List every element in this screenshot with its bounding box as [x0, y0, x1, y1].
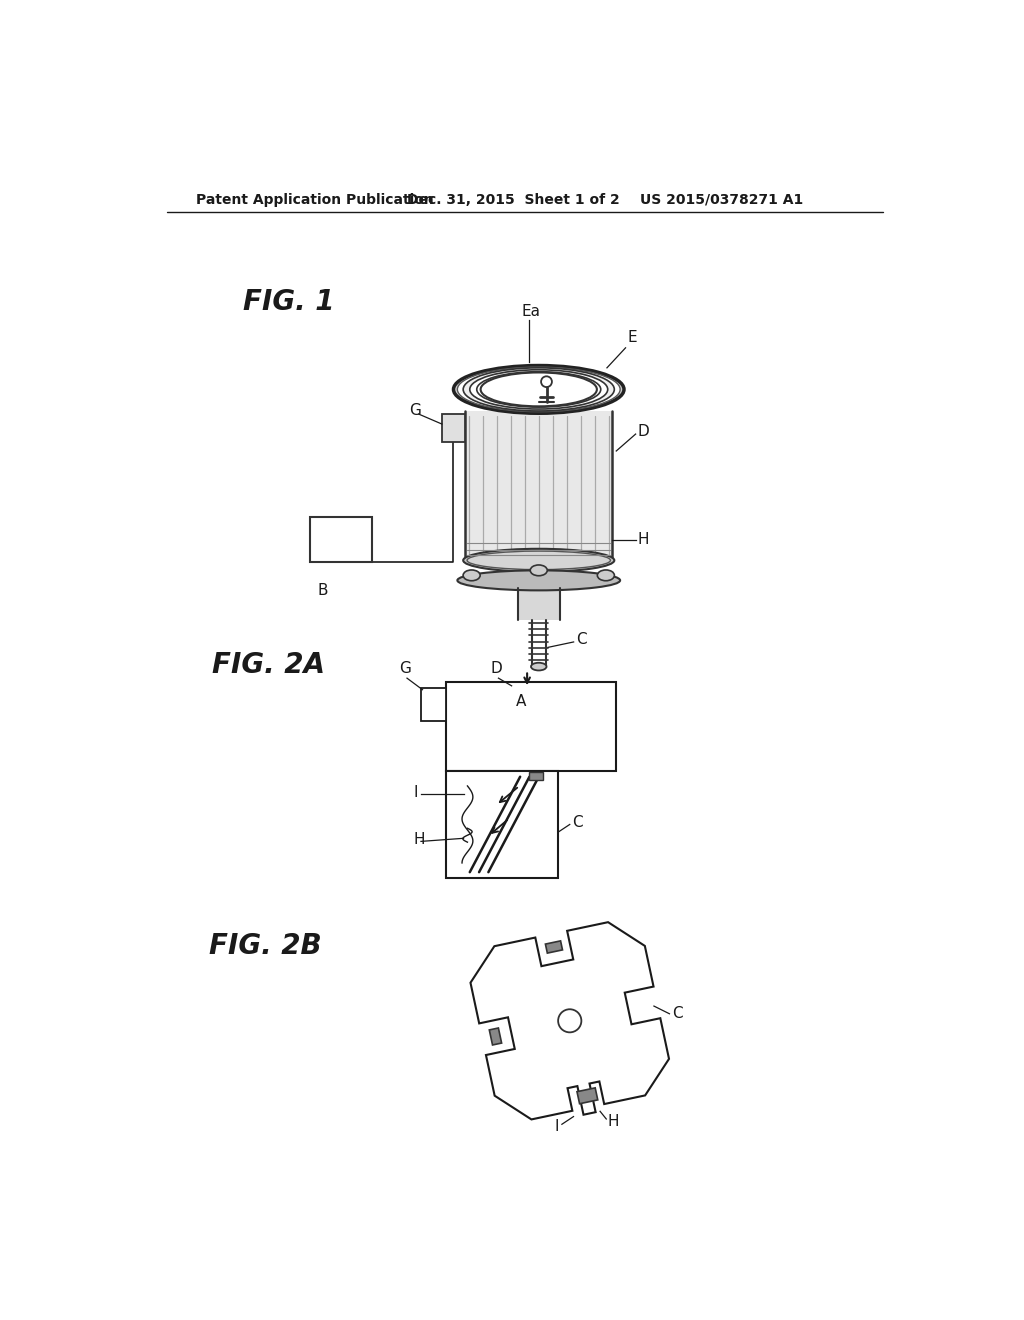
- Text: Patent Application Publication: Patent Application Publication: [197, 193, 434, 207]
- Ellipse shape: [463, 368, 614, 411]
- Polygon shape: [546, 941, 562, 953]
- Polygon shape: [470, 923, 669, 1119]
- Circle shape: [558, 1010, 582, 1032]
- Text: A: A: [515, 693, 526, 709]
- Bar: [445, 682, 616, 771]
- Text: G: G: [399, 661, 411, 676]
- Ellipse shape: [531, 663, 547, 671]
- Text: C: C: [672, 1006, 682, 1022]
- Ellipse shape: [483, 374, 594, 405]
- Ellipse shape: [454, 366, 624, 413]
- Ellipse shape: [467, 552, 610, 570]
- Text: H: H: [608, 1114, 620, 1129]
- Ellipse shape: [480, 372, 597, 407]
- Ellipse shape: [597, 570, 614, 581]
- Text: D: D: [490, 661, 503, 676]
- Text: D: D: [638, 424, 649, 440]
- Ellipse shape: [512, 381, 566, 397]
- Ellipse shape: [470, 370, 607, 409]
- Text: US 2015/0378271 A1: US 2015/0378271 A1: [640, 193, 803, 207]
- Ellipse shape: [458, 570, 621, 590]
- Text: I: I: [414, 784, 418, 800]
- Text: Dec. 31, 2015  Sheet 1 of 2: Dec. 31, 2015 Sheet 1 of 2: [407, 193, 620, 207]
- Text: C: C: [572, 816, 583, 830]
- Bar: [442, 414, 465, 442]
- Text: H: H: [638, 532, 649, 546]
- Bar: [528, 772, 543, 780]
- Bar: [310, 517, 372, 562]
- Ellipse shape: [498, 378, 580, 401]
- Ellipse shape: [477, 372, 601, 407]
- Bar: [445, 771, 558, 878]
- Text: E: E: [628, 330, 638, 345]
- Ellipse shape: [490, 376, 587, 404]
- Polygon shape: [465, 411, 612, 558]
- Text: Ea: Ea: [521, 304, 541, 318]
- Bar: [421, 688, 445, 721]
- Polygon shape: [577, 1088, 598, 1104]
- Ellipse shape: [505, 379, 572, 400]
- Bar: [518, 589, 560, 620]
- Polygon shape: [489, 1028, 502, 1045]
- Text: F: F: [566, 388, 574, 403]
- Ellipse shape: [530, 565, 547, 576]
- Text: B: B: [317, 583, 329, 598]
- Ellipse shape: [463, 549, 614, 572]
- Ellipse shape: [458, 367, 621, 412]
- Text: FIG. 2A: FIG. 2A: [212, 651, 325, 680]
- Circle shape: [541, 376, 552, 387]
- Text: G: G: [410, 404, 421, 418]
- Text: C: C: [575, 632, 587, 647]
- Text: FIG. 1: FIG. 1: [243, 288, 334, 315]
- Text: H: H: [414, 833, 425, 847]
- Text: I: I: [554, 1119, 559, 1134]
- Text: FIG. 2B: FIG. 2B: [209, 932, 322, 960]
- Ellipse shape: [463, 570, 480, 581]
